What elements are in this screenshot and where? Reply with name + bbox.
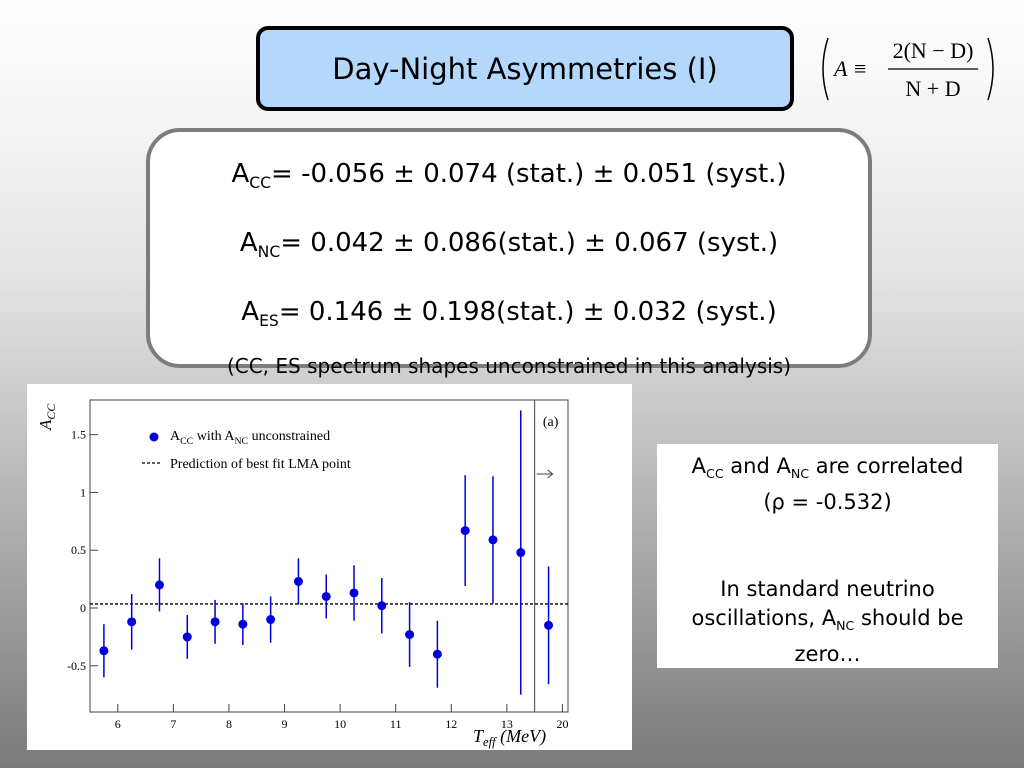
label: ACC <box>36 403 58 431</box>
point <box>127 617 137 627</box>
text: A <box>241 297 260 328</box>
x-tick-label: 9 <box>282 717 288 731</box>
point <box>377 601 387 611</box>
text: A <box>239 228 258 259</box>
title-box: Day-Night Asymmetries (I) <box>256 26 794 111</box>
point <box>432 649 442 659</box>
text: A <box>170 429 181 444</box>
y-tick-label: 1 <box>80 485 86 499</box>
subscript: CC <box>180 436 193 447</box>
legend-label: Prediction of best fit LMA point <box>170 457 351 472</box>
point <box>210 617 220 627</box>
paren <box>987 37 994 101</box>
subscript: NC <box>790 466 810 482</box>
x-tick-label: 10 <box>334 717 346 731</box>
chart: 6 7 8 9 10 11 12 13 20-0.500.511.5(a)ACC with AN… <box>27 384 632 750</box>
text: A <box>231 159 250 189</box>
results-box: ACC= -0.056 ± 0.074 (stat.) ± 0.051 (sys… <box>146 128 872 378</box>
x-tick-label: 6 <box>115 717 121 731</box>
point <box>321 591 331 601</box>
arrow <box>536 469 554 479</box>
text: A <box>691 454 707 478</box>
text: and A <box>723 454 791 478</box>
point <box>488 535 498 545</box>
label: Teff (MeV) <box>473 726 546 749</box>
subscript: ES <box>259 312 279 331</box>
text: A <box>36 419 55 431</box>
text: unconstrained <box>248 429 330 444</box>
subscript: NC <box>257 243 281 262</box>
side-box: ACC and ANC are correlated (ρ = -0.532) … <box>657 444 998 668</box>
plot-frame <box>89 399 569 713</box>
point <box>516 548 526 558</box>
point <box>349 588 359 598</box>
text: = -0.056 ± 0.074 (stat.) ± 0.051 (syst.) <box>271 159 787 189</box>
point <box>293 576 303 586</box>
y-tick-label: 1.5 <box>71 428 86 442</box>
point <box>182 632 192 642</box>
side-text: In standard neutrino oscillations, ANC s… <box>657 575 998 669</box>
x-tick-label: 13 <box>501 717 513 731</box>
paren <box>822 37 829 101</box>
numerator: 2(N − D) <box>893 38 974 63</box>
point <box>544 620 554 630</box>
text: In standard neutrino oscillations, A <box>691 577 935 631</box>
y-tick-label: -0.5 <box>67 659 86 673</box>
side-text: ACC and ANC are correlated <box>657 452 998 488</box>
x-tick-label: 12 <box>445 717 457 731</box>
denominator: N + D <box>905 76 960 101</box>
formula-lhs: A ≡ <box>832 56 867 81</box>
result-line: ACC= -0.056 ± 0.074 (stat.) ± 0.051 (sys… <box>150 152 868 205</box>
label: ACC with ANC unconstrained <box>170 429 330 447</box>
subscript: NC <box>836 618 855 634</box>
text: (MeV) <box>496 726 546 747</box>
text: T <box>473 726 485 746</box>
point <box>460 526 470 536</box>
result-line: AES= 0.146 ± 0.198(stat.) ± 0.032 (syst.… <box>150 290 868 343</box>
note: (CC, ES spectrum shapes unconstrained in… <box>226 353 792 378</box>
title: Day-Night Asymmetries (I) <box>332 51 718 86</box>
text: are correlated <box>809 454 964 478</box>
y-tick-label: 0.5 <box>71 543 86 557</box>
point <box>266 615 276 625</box>
text: = 0.146 ± 0.198(stat.) ± 0.032 (syst.) <box>278 297 777 328</box>
text: = 0.042 ± 0.086(stat.) ± 0.067 (syst.) <box>280 228 779 259</box>
point <box>238 619 248 629</box>
result-line: ANC= 0.042 ± 0.086(stat.) ± 0.067 (syst.… <box>150 221 868 274</box>
subscript: CC <box>44 403 58 420</box>
subscript: CC <box>706 466 724 482</box>
text: with A <box>193 429 235 444</box>
text: should be zero… <box>794 606 964 667</box>
annotation: (a) <box>543 415 559 430</box>
formula: A ≡ 2(N − D) N + D <box>822 37 994 101</box>
y-tick-label: 0 <box>80 601 86 615</box>
x-tick-label: 11 <box>390 717 402 731</box>
x-tick-label: 8 <box>226 717 232 731</box>
subscript: CC <box>249 174 272 193</box>
x-tick-label: 20 <box>556 717 568 731</box>
subscript: eff <box>483 735 497 749</box>
legend-marker <box>149 432 159 442</box>
subscript: NC <box>234 436 248 447</box>
point <box>154 580 164 590</box>
point <box>405 630 415 640</box>
x-tick-label: 7 <box>170 717 176 731</box>
side-text: (ρ = -0.532) <box>763 490 892 515</box>
point <box>99 646 109 656</box>
